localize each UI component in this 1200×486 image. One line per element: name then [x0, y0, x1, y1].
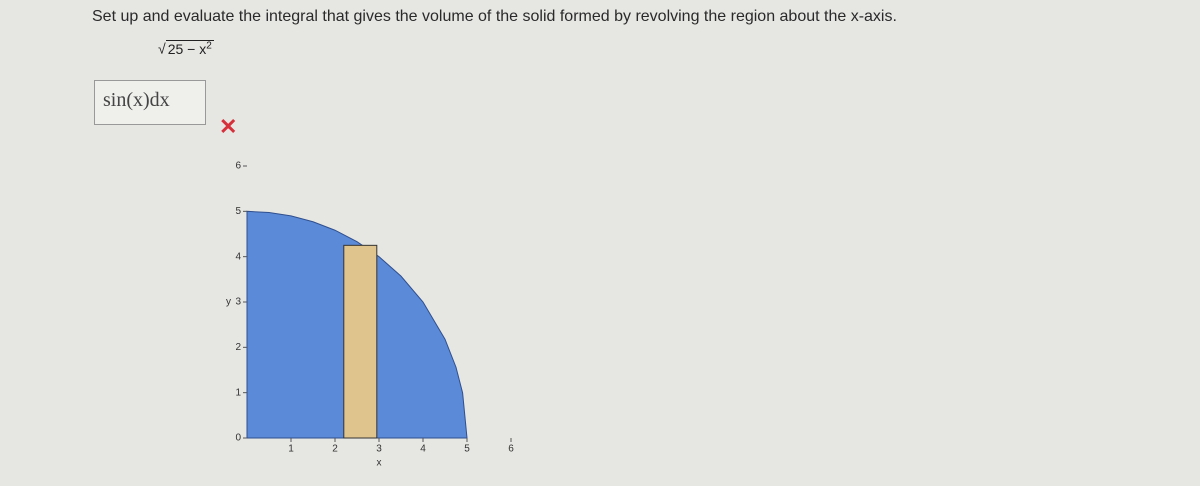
- x-tick-label: 6: [508, 444, 514, 455]
- highlight-rect: [343, 244, 378, 439]
- y-tick-label: 6: [235, 161, 241, 172]
- y-tick-label: 1: [235, 387, 241, 398]
- function: √ 25 − x2: [158, 39, 214, 57]
- x-tick-label: 2: [332, 444, 338, 455]
- y-tick-label: 0: [235, 433, 241, 444]
- answer-box[interactable]: sin(x)dx: [94, 80, 206, 125]
- x-tick-label: 1: [288, 444, 294, 455]
- y-tick-label: 3: [235, 297, 241, 308]
- x-axis-label: x: [377, 458, 382, 469]
- exponent: 2: [206, 40, 212, 51]
- radicand: 25 − x: [167, 40, 207, 57]
- y-tick-label: 5: [235, 206, 241, 217]
- x-tick-label: 4: [420, 444, 426, 455]
- y-tick-label: 4: [235, 251, 241, 262]
- x-tick-label: 3: [376, 444, 382, 455]
- question: Set up and evaluate the integral that gi…: [92, 8, 897, 25]
- y-axis-label: y: [226, 297, 231, 308]
- y-tick-label: 2: [235, 342, 241, 353]
- incorrect-icon: ✕: [219, 114, 238, 139]
- x-tick-label: 5: [464, 444, 470, 455]
